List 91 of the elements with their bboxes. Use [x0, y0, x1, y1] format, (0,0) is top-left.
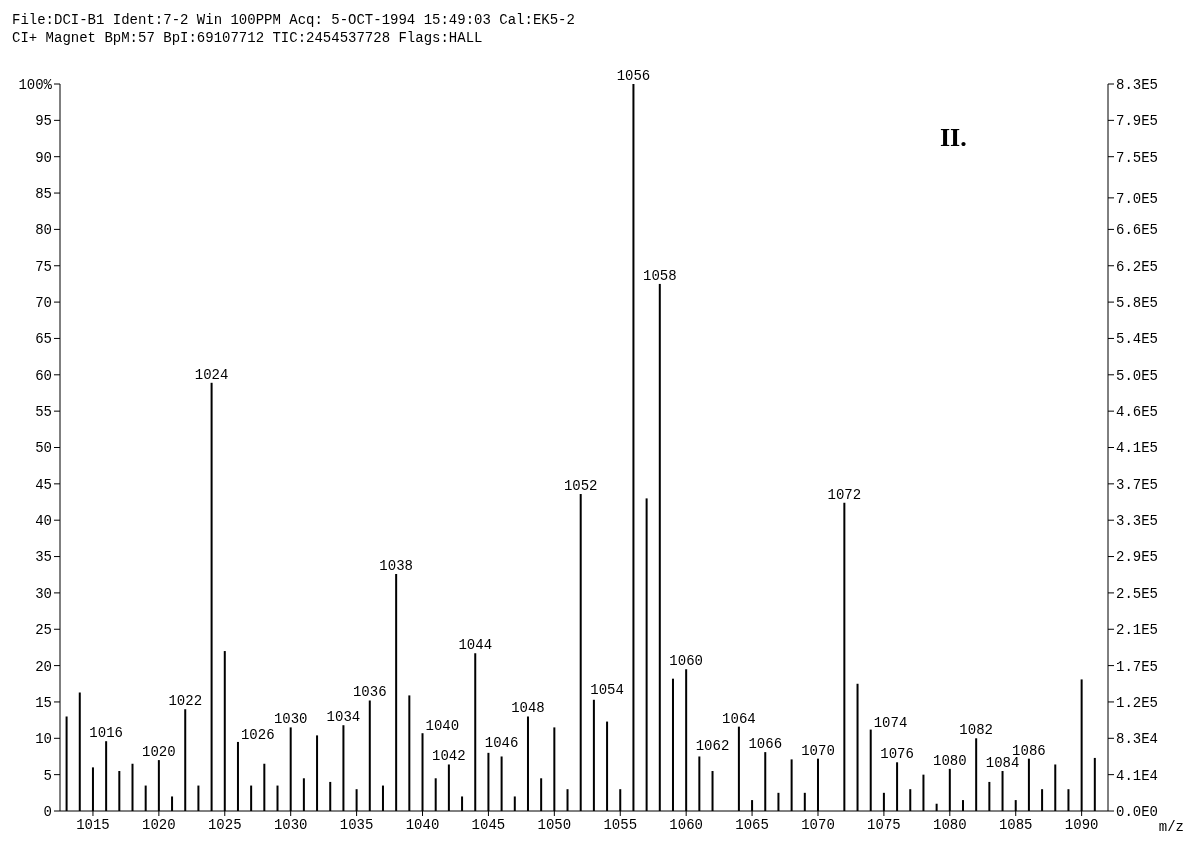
annotation: II. [940, 123, 967, 152]
x-axis-title: m/z [1158, 819, 1184, 835]
y-tick-label: 45 [35, 476, 52, 493]
annotation: 1022 [168, 693, 203, 710]
x-tick-label: 1040 [405, 817, 440, 833]
y-tick-label: 35 [35, 549, 52, 566]
x-tick-label: 1070 [801, 817, 835, 833]
y-tick-label: 40 [35, 513, 52, 530]
annotation: 1038 [379, 558, 413, 574]
x-tick-label: 1060 [669, 817, 703, 833]
x-tick-label: 1015 [76, 817, 110, 833]
y2-tick-label: 7.0E5 [1116, 190, 1159, 207]
annotation: 1034 [326, 709, 361, 726]
annotation: 1020 [142, 744, 176, 761]
annotation: 1048 [511, 700, 545, 717]
y2-tick-label: 6.2E5 [1116, 258, 1159, 275]
y2-tick-label: 4.6E5 [1116, 404, 1159, 421]
y-tick-label: 70 [35, 295, 52, 311]
y2-tick-label: 5.0E5 [1116, 367, 1159, 384]
y-tick-label: 55 [35, 404, 52, 421]
annotation: 1082 [959, 722, 993, 739]
y-tick-label: 95 [35, 113, 52, 130]
annotation: 1074 [873, 714, 908, 731]
annotation: 1058 [642, 267, 677, 284]
annotation: 1062 [695, 738, 730, 755]
y-tick-label: 60 [35, 367, 52, 384]
y2-tick-label: 2.9E5 [1116, 549, 1159, 566]
y2-tick-label: 8.3E5 [1116, 76, 1159, 93]
x-tick-label: 1030 [273, 817, 308, 833]
y2-tick-label: 2.1E5 [1116, 622, 1159, 639]
y2-tick-label: 5.4E5 [1116, 331, 1159, 348]
y-tick-label: 65 [35, 331, 52, 348]
annotation: 1064 [722, 710, 756, 727]
annotation: 1054 [590, 681, 624, 698]
x-tick-label: 1080 [933, 817, 967, 833]
y-tick-label: 85 [35, 185, 52, 202]
chart-subtitle: CI+ Magnet BpM:57 BpI:69107712 TIC:2454537728 Flags:HALL [12, 30, 483, 46]
y2-tick-label: 2.5E5 [1116, 585, 1159, 602]
x-tick-label: 1085 [998, 817, 1033, 833]
annotation: 1070 [801, 742, 835, 759]
y2-tick-label: 3.7E5 [1116, 476, 1159, 493]
x-tick-label: 1050 [537, 817, 572, 833]
y-tick-label: 25 [35, 622, 52, 639]
annotation: 1056 [616, 68, 651, 84]
annotation: 1042 [432, 748, 466, 765]
x-tick-label: 1065 [735, 817, 769, 833]
annotation: 1060 [669, 653, 703, 670]
y-tick-label: 15 [35, 694, 52, 711]
x-tick-label: 1090 [1064, 817, 1099, 833]
annotation: 1040 [425, 718, 460, 735]
y-tick-label: 75 [35, 258, 52, 275]
y-tick-label: 90 [35, 149, 52, 166]
chart-title: File:DCI-B1 Ident:7-2 Win 100PPM Acq: 5-OCT-1994 15:49:03 Cal:EK5-2 [12, 12, 575, 28]
annotation: 1016 [89, 725, 123, 742]
y2-tick-label: 1.2E5 [1116, 694, 1159, 711]
annotation: 1066 [748, 736, 783, 753]
y-tick-label: 5 [43, 767, 52, 784]
annotation: 1076 [880, 746, 914, 763]
x-tick-label: 1020 [142, 817, 176, 833]
annotation: 1052 [563, 478, 598, 495]
y2-tick-label: 3.3E5 [1116, 513, 1159, 530]
y-tick-label: 30 [35, 585, 52, 602]
annotation: 1024 [194, 366, 229, 383]
y2-tick-label: 6.6E5 [1116, 222, 1159, 239]
x-tick-label: 1075 [867, 817, 901, 833]
y2-tick-label: 4.1E5 [1116, 440, 1159, 457]
x-tick-label: 1045 [471, 817, 506, 833]
y-tick-label: 80 [35, 222, 52, 239]
y2-tick-label: 7.9E5 [1116, 113, 1159, 130]
y-tick-label: 50 [35, 440, 52, 457]
y-tick-label: 10 [35, 731, 52, 748]
x-tick-label: 1035 [339, 817, 374, 833]
annotation: 1044 [458, 637, 493, 654]
annotation: 1046 [484, 734, 519, 751]
y-tick-label: 0 [43, 803, 52, 820]
annotation: 1084 [985, 755, 1020, 772]
y2-tick-label: 8.3E4 [1116, 731, 1159, 748]
x-tick-label: 1025 [207, 817, 242, 833]
y-tick-label: 100% [18, 76, 53, 93]
annotation: 1036 [352, 684, 387, 701]
x-tick-label: 1055 [603, 817, 638, 833]
y2-tick-label: 0.0E0 [1116, 803, 1159, 820]
annotation: 1026 [240, 726, 275, 743]
y2-tick-label: 1.7E5 [1116, 658, 1159, 675]
y2-tick-label: 5.8E5 [1116, 295, 1159, 311]
y2-tick-label: 7.5E5 [1116, 149, 1159, 166]
y-tick-label: 20 [35, 658, 52, 675]
annotation: 1080 [933, 752, 967, 769]
annotation: 1072 [827, 486, 862, 503]
annotation: 1030 [273, 711, 308, 728]
y2-tick-label: 4.1E4 [1116, 767, 1159, 784]
